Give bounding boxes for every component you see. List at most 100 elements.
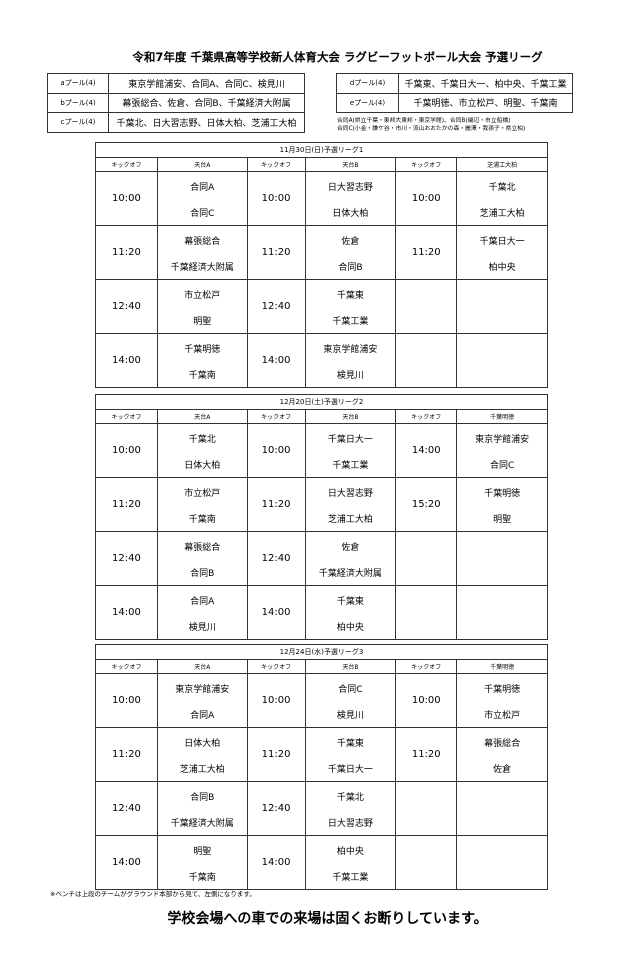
team-lower: 市立松戸 <box>484 711 521 721</box>
pool-name: bプール(4) <box>47 92 109 113</box>
match-cell: 千葉明徳 明聖 <box>456 477 548 532</box>
team-lower: 千葉南 <box>188 873 216 883</box>
team-upper: 千葉北 <box>188 435 216 445</box>
kickoff-time: 10:00 <box>246 423 306 478</box>
match-row: 12:40 市立松戸 明聖 12:40 千葉東 千葉工業 <box>95 279 548 334</box>
team-lower: 千葉経済大附属 <box>318 569 382 579</box>
kickoff-time: 14:00 <box>95 585 158 640</box>
kickoff-time: 11:20 <box>395 727 458 782</box>
column-header: キックオフ <box>395 409 458 424</box>
team-upper: 市立松戸 <box>184 291 221 301</box>
team-lower: 柏中央 <box>488 263 516 273</box>
team-lower: 千葉工業 <box>332 461 369 471</box>
pool-row: aプール(4) 東京学館浦安、合同A、合同C、検見川 <box>47 73 305 94</box>
match-cell: 佐倉 千葉経済大附属 <box>304 531 397 586</box>
match-cell: 幕張総合 佐倉 <box>456 727 548 782</box>
match-cell: 千葉日大一 柏中央 <box>456 225 548 280</box>
team-lower: 千葉工業 <box>332 317 369 327</box>
team-lower: 日大習志野 <box>327 819 373 829</box>
column-header: キックオフ <box>395 157 458 172</box>
kickoff-time: 11:20 <box>395 225 458 280</box>
kickoff-time: 11:20 <box>246 225 306 280</box>
team-upper: 合同C <box>338 685 363 695</box>
team-lower: 佐倉 <box>493 765 512 775</box>
pool-name: aプール(4) <box>47 73 109 94</box>
match-cell: 日体大柏 芝浦工大柏 <box>156 727 248 782</box>
team-upper: 千葉明徳 <box>184 345 221 355</box>
kickoff-time: 11:20 <box>95 225 158 280</box>
team-upper: 佐倉 <box>341 543 360 553</box>
match-cell <box>456 781 548 836</box>
team-lower: 合同C <box>190 209 215 219</box>
kickoff-time <box>395 781 458 836</box>
pool-row: eプール(4) 千葉明徳、市立松戸、明聖、千葉南 <box>336 92 573 113</box>
parking-notice: 学校会場への車での来場は固くお断りしています。 <box>167 911 488 927</box>
team-upper: 千葉東 <box>336 597 364 607</box>
kickoff-time <box>395 585 458 640</box>
team-lower: 合同B <box>190 569 215 579</box>
kickoff-time: 14:00 <box>395 423 458 478</box>
team-upper: 合同A <box>190 183 215 193</box>
match-row: 10:00 合同A 合同C 10:00 日大習志野 日体大柏 10:00 千葉北 芝浦工大柏 <box>95 171 548 226</box>
pool-teams: 千葉北、日大習志野、日体大柏、芝浦工大柏 <box>108 112 305 133</box>
team-upper: 千葉北 <box>336 793 364 803</box>
column-header: 天台B <box>304 409 397 424</box>
match-cell: 日大習志野 日体大柏 <box>304 171 397 226</box>
kickoff-time: 11:20 <box>246 727 306 782</box>
team-upper: 柏中央 <box>336 847 364 857</box>
kickoff-time: 14:00 <box>246 585 306 640</box>
team-upper: 千葉日大一 <box>327 435 373 445</box>
match-cell: 明聖 千葉南 <box>156 835 248 890</box>
team-upper: 千葉東 <box>336 291 364 301</box>
match-cell: 合同A 合同C <box>156 171 248 226</box>
column-header: キックオフ <box>246 409 306 424</box>
match-cell: 千葉東 柏中央 <box>304 585 397 640</box>
match-cell: 市立松戸 明聖 <box>156 279 248 334</box>
match-row: 10:00 東京学館浦安 合同A 10:00 合同C 検見川 10:00 千葉明徳 市立松戸 <box>95 673 548 728</box>
match-row: 12:40 合同B 千葉経済大附属 12:40 千葉北 日大習志野 <box>95 781 548 836</box>
pool-row: cプール(4) 千葉北、日大習志野、日体大柏、芝浦工大柏 <box>47 112 305 133</box>
column-header: 天台B <box>304 659 397 674</box>
column-header: キックオフ <box>95 409 158 424</box>
team-lower: 合同A <box>190 711 215 721</box>
match-cell: 日大習志野 芝浦工大柏 <box>304 477 397 532</box>
kickoff-time: 11:20 <box>95 727 158 782</box>
match-cell: 千葉東 千葉日大一 <box>304 727 397 782</box>
pool-teams: 千葉東、千葉日大一、柏中央、千葉工業 <box>398 73 573 94</box>
schedule-table-2: 12月20日(土)予選リーグ2 キックオフ 天台A キックオフ 天台B キックオフ 千葉明徳… <box>95 394 548 640</box>
match-cell: 千葉明徳 市立松戸 <box>456 673 548 728</box>
team-lower: 合同C <box>489 461 515 471</box>
team-lower: 明聖 <box>193 317 212 327</box>
pool-row: dプール(4) 千葉東、千葉日大一、柏中央、千葉工業 <box>336 73 573 94</box>
team-upper: 合同B <box>190 793 215 803</box>
team-upper: 東京学館浦安 <box>475 435 530 445</box>
team-lower: 芝浦工大柏 <box>179 765 225 775</box>
team-lower: 明聖 <box>493 515 512 525</box>
column-header: キックオフ <box>395 659 458 674</box>
joint-team-notes: 合同A(県立千葉・東邦大東邦・東京学館)、合同B(磯辺・市立船橋) 合同C(小金… <box>337 117 525 133</box>
match-cell: 合同A 検見川 <box>156 585 248 640</box>
match-cell: 千葉北 日大習志野 <box>304 781 397 836</box>
match-cell: 幕張総合 合同B <box>156 531 248 586</box>
match-row: 14:00 千葉明徳 千葉南 14:00 東京学館浦安 検見川 <box>95 333 548 388</box>
team-upper: 日大習志野 <box>327 183 373 193</box>
match-row: 11:20 日体大柏 芝浦工大柏 11:20 千葉東 千葉日大一 11:20 幕張総合 佐倉 <box>95 727 548 782</box>
match-cell: 東京学館浦安 合同A <box>156 673 248 728</box>
match-row: 14:00 合同A 検見川 14:00 千葉東 柏中央 <box>95 585 548 640</box>
kickoff-time: 12:40 <box>246 781 306 836</box>
match-row: 11:20 市立松戸 千葉南 11:20 日大習志野 芝浦工大柏 15:20 千葉明徳 明聖 <box>95 477 548 532</box>
team-upper: 明聖 <box>193 847 212 857</box>
team-lower: 千葉南 <box>188 371 216 381</box>
kickoff-time: 11:20 <box>95 477 158 532</box>
team-upper: 千葉北 <box>488 183 516 193</box>
match-cell: 千葉北 日体大柏 <box>156 423 248 478</box>
match-cell: 東京学館浦安 合同C <box>456 423 548 478</box>
note: 合同A(県立千葉・東邦大東邦・東京学館)、合同B(磯辺・市立船橋) <box>337 118 511 124</box>
kickoff-time: 12:40 <box>95 531 158 586</box>
team-lower: 千葉経済大附属 <box>170 263 234 273</box>
schedule-header: 11月30日(日)予選リーグ1 <box>95 142 548 158</box>
match-cell <box>456 585 548 640</box>
match-row: 14:00 明聖 千葉南 14:00 柏中央 千葉工業 <box>95 835 548 890</box>
kickoff-time: 12:40 <box>95 279 158 334</box>
team-upper: 千葉明徳 <box>484 489 521 499</box>
